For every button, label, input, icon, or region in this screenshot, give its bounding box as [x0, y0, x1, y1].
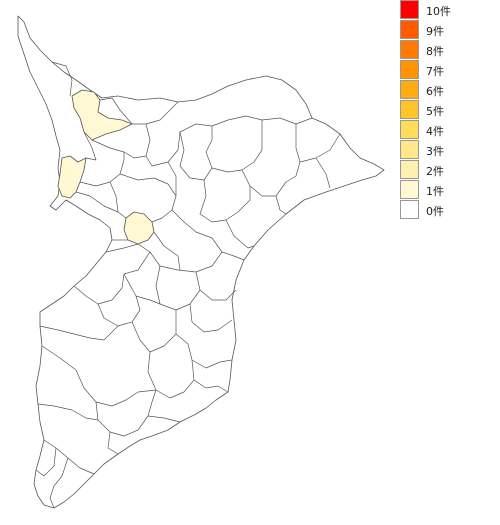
- legend-item: 7件: [400, 60, 480, 80]
- municipality-highlight-central: [123, 211, 155, 245]
- legend-label: 9件: [426, 25, 444, 38]
- legend-label: 4件: [426, 125, 444, 138]
- legend-label: 2件: [426, 165, 444, 178]
- legend-item: 8件: [400, 40, 480, 60]
- legend-item: 0件: [400, 200, 480, 220]
- legend-swatch: [400, 120, 419, 139]
- legend-label: 8件: [426, 45, 444, 58]
- legend-swatch: [400, 20, 419, 39]
- municipal-boundaries: [35, 61, 341, 509]
- legend-label: 1件: [426, 185, 444, 198]
- legend-swatch: [400, 180, 419, 199]
- legend-swatch: [400, 200, 419, 219]
- legend-item: 4件: [400, 120, 480, 140]
- legend-swatch: [400, 40, 419, 59]
- legend-label: 7件: [426, 65, 444, 78]
- legend-item: 1件: [400, 180, 480, 200]
- legend-swatch: [400, 140, 419, 159]
- legend-item: 3件: [400, 140, 480, 160]
- legend-swatch: [400, 0, 419, 19]
- legend-label: 0件: [426, 205, 444, 218]
- legend-item: 5件: [400, 100, 480, 120]
- prefecture-outline: [17, 15, 385, 509]
- legend-item: 10件: [400, 0, 480, 20]
- legend-swatch: [400, 60, 419, 79]
- municipality-highlight-west: [57, 155, 87, 199]
- legend-item: 6件: [400, 80, 480, 100]
- legend-swatch: [400, 80, 419, 99]
- legend-item: 2件: [400, 160, 480, 180]
- legend-label: 5件: [426, 105, 444, 118]
- legend-label: 6件: [426, 85, 444, 98]
- legend-swatch: [400, 160, 419, 179]
- legend-swatch: [400, 100, 419, 119]
- legend-item: 9件: [400, 20, 480, 40]
- legend-label: 3件: [426, 145, 444, 158]
- legend-label: 10件: [426, 5, 451, 18]
